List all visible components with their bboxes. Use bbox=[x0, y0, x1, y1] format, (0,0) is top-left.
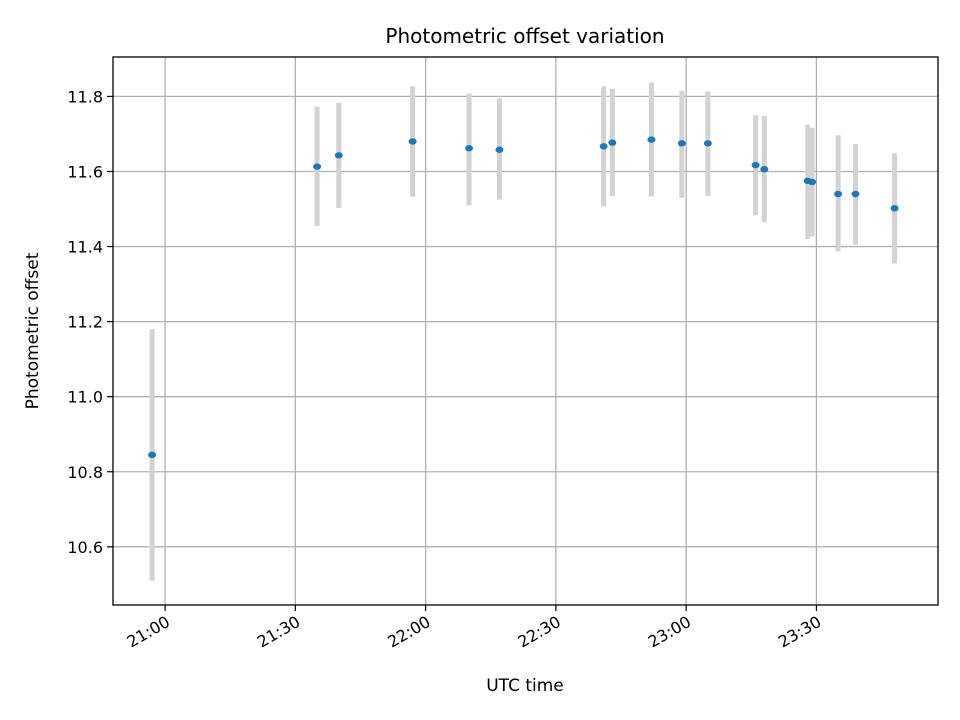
data-point bbox=[890, 205, 899, 212]
y-tick-label: 11.4 bbox=[67, 238, 103, 257]
y-axis: 10.6 10.8 11.0 11.2 11.4 11.6 11.8 bbox=[67, 87, 113, 557]
data-point bbox=[599, 143, 608, 150]
data-point bbox=[677, 140, 686, 147]
data-point bbox=[851, 190, 860, 198]
data-point bbox=[834, 190, 843, 198]
data-point bbox=[808, 178, 817, 186]
data-point bbox=[465, 145, 474, 152]
data-point bbox=[703, 140, 712, 147]
y-tick-label: 10.8 bbox=[67, 463, 103, 482]
y-axis-label: Photometric offset bbox=[23, 252, 43, 409]
data-point bbox=[751, 161, 760, 169]
x-axis-label: UTC time bbox=[486, 676, 564, 696]
y-tick-label: 10.6 bbox=[67, 538, 103, 557]
y-tick-label: 11.6 bbox=[67, 162, 103, 181]
data-point bbox=[760, 166, 769, 173]
y-tick-label: 11.0 bbox=[67, 388, 103, 407]
y-tick-label: 11.8 bbox=[67, 87, 103, 106]
data-point bbox=[313, 163, 322, 170]
data-point bbox=[647, 136, 656, 143]
data-point bbox=[608, 139, 617, 146]
data-point bbox=[334, 152, 343, 159]
data-point bbox=[495, 146, 504, 153]
y-tick-label: 11.2 bbox=[67, 313, 103, 332]
plot-frame bbox=[112, 56, 939, 606]
grid bbox=[113, 57, 938, 605]
data-points bbox=[148, 136, 899, 459]
chart-title: Photometric offset variation bbox=[385, 24, 664, 48]
data-point bbox=[148, 451, 157, 459]
data-point bbox=[408, 138, 417, 145]
